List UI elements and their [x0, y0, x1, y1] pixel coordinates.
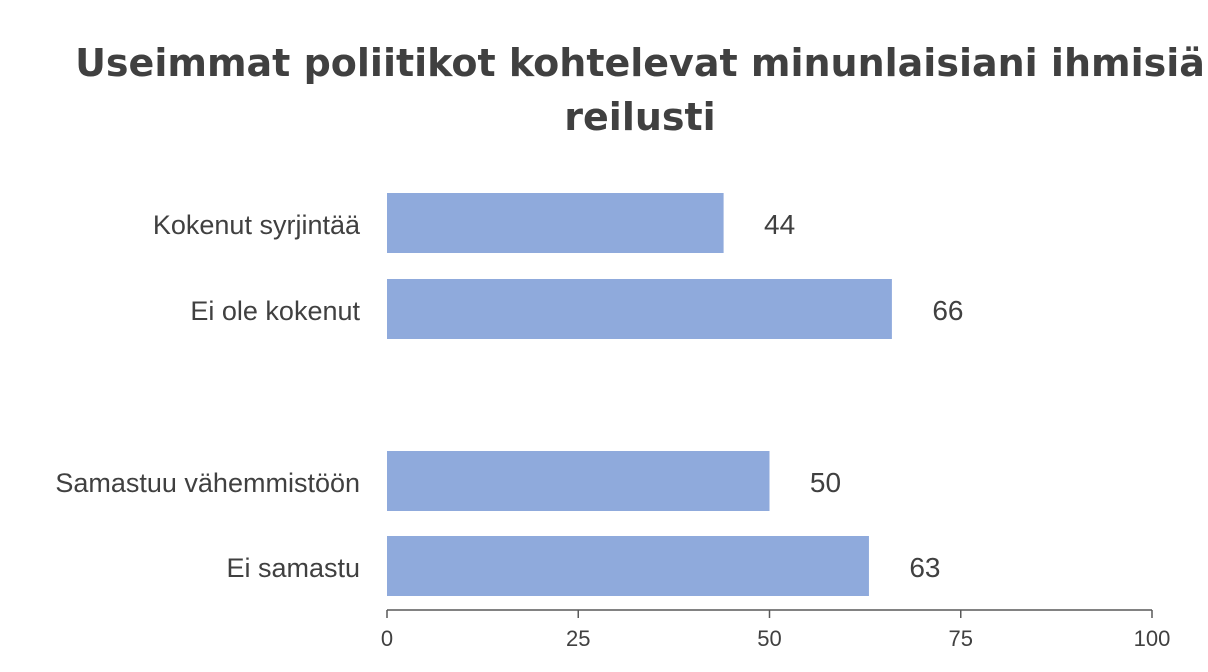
bar-kokenut-syrjintaa: [387, 193, 724, 253]
bar-ei-samastu: [387, 536, 869, 596]
category-label-ei-samastu: Ei samastu: [226, 553, 360, 583]
x-tick-label-25: 25: [566, 626, 590, 651]
x-tick-label-100: 100: [1134, 626, 1171, 651]
x-tick-label-75: 75: [949, 626, 973, 651]
data-label-ei-ole-kokenut: 66: [932, 295, 963, 326]
bar-ei-ole-kokenut: [387, 279, 892, 339]
data-label-kokenut-syrjintaa: 44: [764, 209, 795, 240]
data-label-samastuu-vahemmistoon: 50: [810, 467, 841, 498]
data-label-ei-samastu: 63: [909, 552, 940, 583]
bar-samastuu-vahemmistoon: [387, 451, 770, 511]
category-label-ei-ole-kokenut: Ei ole kokenut: [190, 296, 360, 326]
chart-title: Useimmat poliitikot kohtelevat minunlais…: [75, 41, 1205, 139]
category-label-kokenut-syrjintaa: Kokenut syrjintää: [153, 210, 361, 240]
x-tick-label-0: 0: [381, 626, 393, 651]
category-label-samastuu-vahemmistoon: Samastuu vähemmistöön: [55, 468, 360, 498]
x-tick-label-50: 50: [757, 626, 781, 651]
